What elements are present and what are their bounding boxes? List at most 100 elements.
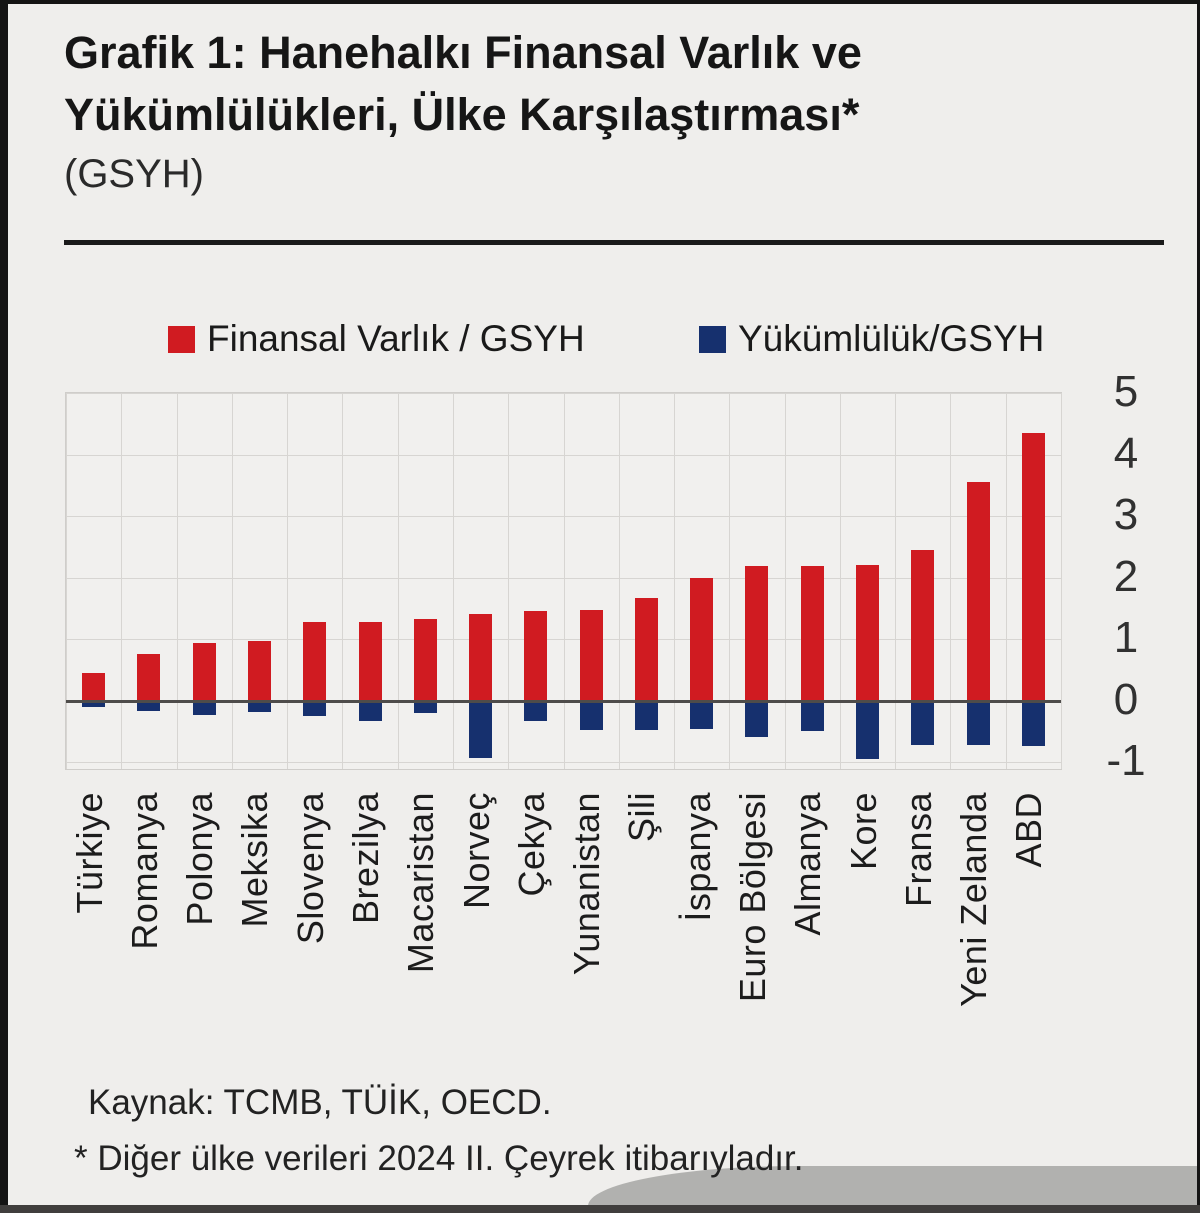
zero-axis-line: [66, 699, 1061, 703]
bar-assets-Romanya: [137, 654, 161, 701]
title-divider: [64, 240, 1164, 245]
x-label-Almanya: Almanya: [787, 792, 829, 936]
x-label-ABD: ABD: [1008, 792, 1050, 868]
gridline-x-5: [342, 393, 344, 769]
bar-liabilities-Kore: [856, 700, 880, 759]
y-tick-label-1: 1: [1113, 613, 1139, 662]
gridline-x-1: [121, 393, 123, 769]
bar-liabilities-Romanya: [137, 700, 161, 711]
gridline-x-16: [950, 393, 952, 769]
legend-item-liabilities: Yükümlülük/GSYH: [699, 318, 1044, 360]
chart-title-line2: Yükümlülükleri, Ülke Karşılaştırması*: [64, 89, 860, 140]
chart-title: Grafik 1: Hanehalkı Finansal Varlık ve Y…: [64, 22, 1144, 146]
bar-liabilities-Türkiye: [82, 700, 106, 707]
y-tick-label-0: 0: [1113, 674, 1139, 724]
bar-liabilities-Yeni Zelanda: [966, 700, 990, 746]
y-tick-label-4: 4: [1113, 428, 1139, 478]
x-label-Brezilya: Brezilya: [345, 792, 387, 925]
bar-liabilities-İspanya: [690, 700, 714, 730]
bar-assets-Meksika: [247, 640, 271, 701]
gridline-x-11: [674, 393, 676, 769]
x-label-Çekya: Çekya: [510, 792, 552, 897]
bottom-dark-strip: [0, 1205, 1200, 1213]
x-label-Fransa: Fransa: [897, 792, 939, 908]
chart-title-line1: Grafik 1: Hanehalkı Finansal Varlık ve: [64, 27, 862, 78]
bar-assets-Macaristan: [413, 618, 437, 701]
gridline-x-6: [397, 393, 399, 769]
bar-assets-Kore: [856, 565, 880, 701]
bar-liabilities-Yunanistan: [579, 700, 603, 731]
gridline-x-9: [563, 393, 565, 769]
legend-label-liabilities: Yükümlülük/GSYH: [738, 318, 1045, 359]
bar-assets-Yeni Zelanda: [966, 482, 990, 701]
legend-item-assets: Finansal Varlık / GSYH: [168, 318, 585, 360]
y-tick-label-5: 5: [1113, 367, 1139, 416]
bar-assets-Euro Bölgesi: [745, 566, 769, 701]
bar-liabilities-Polonya: [192, 700, 216, 715]
bar-assets-Şili: [634, 597, 658, 701]
chart-subtitle: (GSYH): [64, 152, 204, 196]
y-tick-label--1: -1: [1106, 736, 1146, 785]
bar-liabilities-Meksika: [247, 700, 271, 713]
x-label-Slovenya: Slovenya: [289, 792, 331, 945]
gridline-x-10: [618, 393, 620, 769]
bar-assets-Fransa: [911, 549, 935, 701]
bar-assets-Norveç: [469, 614, 493, 701]
gridline-x-4: [287, 393, 289, 769]
bar-liabilities-Çekya: [524, 700, 548, 721]
bar-assets-Türkiye: [82, 672, 106, 701]
bar-assets-Yunanistan: [579, 610, 603, 701]
x-label-Romanya: Romanya: [123, 792, 165, 950]
gridline-x-3: [231, 393, 233, 769]
bar-liabilities-ABD: [1021, 700, 1045, 746]
bar-assets-ABD: [1021, 432, 1045, 701]
gridline-x-8: [508, 393, 510, 769]
legend: Finansal Varlık / GSYH Yükümlülük/GSYH: [0, 314, 1200, 359]
gridline-x-15: [895, 393, 897, 769]
bar-liabilities-Brezilya: [358, 700, 382, 721]
x-label-İspanya: İspanya: [676, 792, 718, 922]
bar-liabilities-Şili: [634, 700, 658, 731]
bar-assets-Brezilya: [358, 621, 382, 701]
bar-liabilities-Euro Bölgesi: [745, 700, 769, 737]
x-label-Şili: Şili: [621, 792, 663, 843]
x-label-Yeni Zelanda: Yeni Zelanda: [953, 792, 995, 1007]
x-label-Kore: Kore: [842, 792, 884, 871]
bar-liabilities-Slovenya: [303, 700, 327, 717]
legend-swatch-liabilities: [699, 325, 726, 353]
x-label-Norveç: Norveç: [455, 792, 497, 910]
x-label-Meksika: Meksika: [234, 792, 276, 928]
photo-border-top: [0, 0, 1200, 4]
bar-assets-Slovenya: [303, 622, 327, 701]
photo-border-right: [1197, 0, 1200, 1213]
x-label-Euro Bölgesi: Euro Bölgesi: [731, 792, 773, 1003]
bar-assets-İspanya: [690, 577, 714, 701]
plot-area: [65, 392, 1062, 770]
bar-liabilities-Norveç: [469, 700, 493, 758]
bar-assets-Polonya: [192, 643, 216, 701]
bar-assets-Almanya: [800, 566, 824, 701]
bar-liabilities-Fransa: [911, 700, 935, 746]
x-label-Macaristan: Macaristan: [400, 792, 442, 974]
legend-label-assets: Finansal Varlık / GSYH: [207, 318, 585, 359]
x-label-Yunanistan: Yunanistan: [566, 792, 608, 976]
x-label-Polonya: Polonya: [179, 792, 221, 926]
footnote: * Diğer ülke verileri 2024 II. Çeyrek it…: [74, 1139, 804, 1178]
photo-border-left: [0, 0, 8, 1213]
gridline-x-2: [176, 393, 178, 769]
legend-swatch-assets: [168, 325, 195, 353]
gridline-x-18: [1061, 393, 1062, 769]
x-label-Türkiye: Türkiye: [68, 792, 110, 914]
gridline-x-13: [784, 393, 786, 769]
bar-assets-Çekya: [524, 610, 548, 701]
y-tick-label-3: 3: [1113, 490, 1139, 539]
gridline-x-7: [452, 393, 454, 769]
gridline-x-12: [729, 393, 731, 769]
bar-liabilities-Macaristan: [413, 700, 437, 713]
bar-liabilities-Almanya: [800, 700, 824, 731]
y-tick-label-2: 2: [1113, 551, 1139, 601]
gridline-x-17: [1005, 393, 1007, 769]
source-note: Kaynak: TCMB, TÜİK, OECD.: [88, 1083, 552, 1122]
bottom-gray-band: [588, 1166, 1197, 1206]
gridline-x-14: [839, 393, 841, 769]
